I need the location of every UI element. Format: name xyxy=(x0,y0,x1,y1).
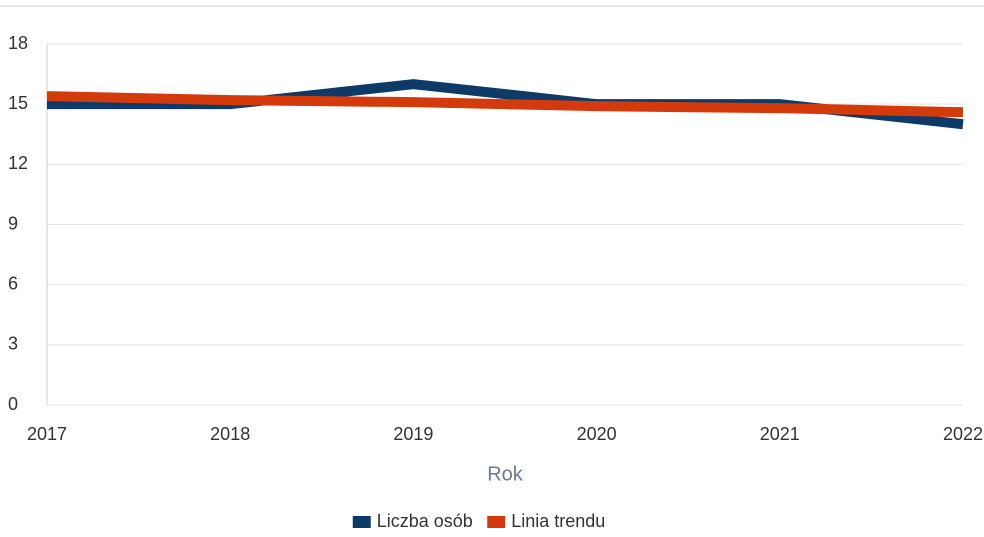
y-tick-label: 18 xyxy=(8,33,28,53)
y-tick-label: 0 xyxy=(8,394,18,414)
x-tick-label: 2019 xyxy=(393,424,433,444)
x-tick-label: 2020 xyxy=(577,424,617,444)
legend-label: Linia trendu xyxy=(511,511,605,531)
y-tick-label: 12 xyxy=(8,153,28,173)
y-tick-label: 6 xyxy=(8,273,18,293)
x-tick-label: 2018 xyxy=(210,424,250,444)
legend-swatch xyxy=(352,516,371,528)
y-tick-label: 9 xyxy=(8,213,18,233)
x-tick-label: 2017 xyxy=(27,424,67,444)
x-tick-label: 2022 xyxy=(943,424,983,444)
legend-swatch xyxy=(487,516,506,528)
legend-label: Liczba osób xyxy=(377,511,473,531)
y-tick-label: 15 xyxy=(8,93,28,113)
series-line xyxy=(46,91,964,118)
x-tick-label: 2021 xyxy=(760,424,800,444)
y-tick-label: 3 xyxy=(8,334,18,354)
x-axis-label: Rok xyxy=(487,463,524,485)
